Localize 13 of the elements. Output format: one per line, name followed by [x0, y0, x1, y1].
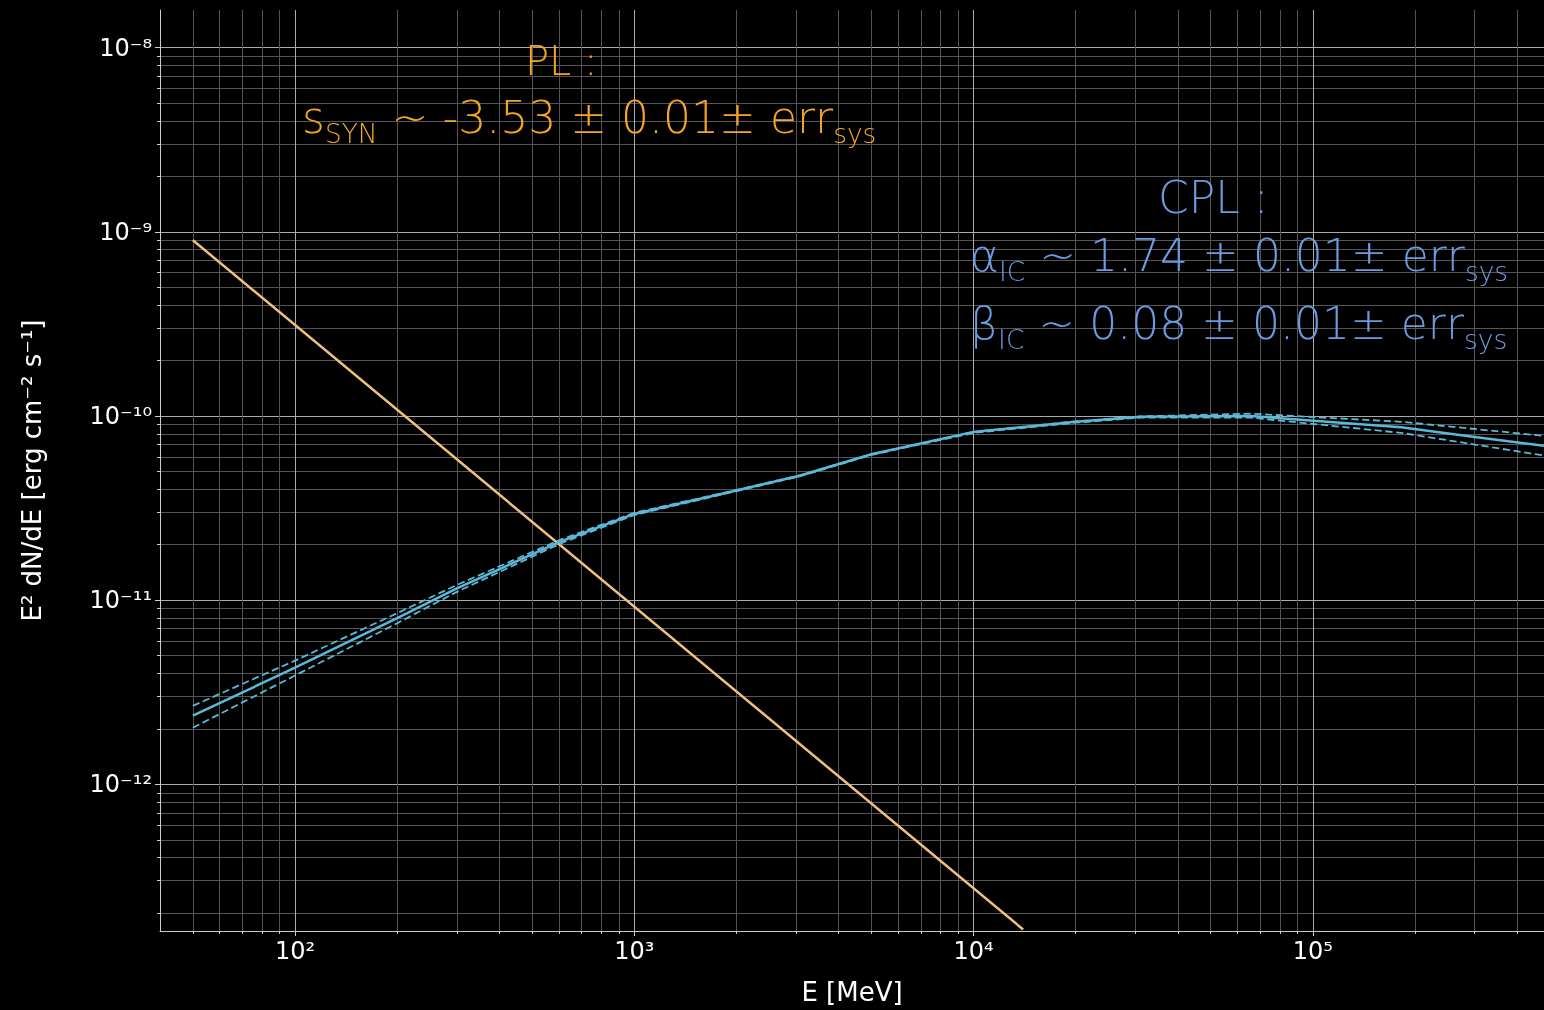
annotation: CPL : — [1158, 172, 1269, 223]
x-tick-label: 10⁵ — [1292, 937, 1333, 965]
x-tick-label: 10⁴ — [953, 937, 994, 965]
y-tick-label: 10⁻⁹ — [99, 217, 152, 246]
y-tick-label: 10⁻¹² — [89, 770, 152, 799]
y-tick-label: 10⁻⁸ — [99, 33, 152, 62]
y-tick-label: 10⁻¹¹ — [89, 586, 152, 615]
y-axis-title: E² dN/dE [erg cm⁻² s⁻¹] — [17, 319, 47, 622]
x-axis-title: E [MeV] — [801, 977, 903, 1007]
annotation: PL : — [525, 38, 598, 84]
x-tick-label: 10² — [274, 937, 316, 965]
x-tick-label: 10³ — [614, 937, 655, 965]
y-tick-label: 10⁻¹⁰ — [89, 402, 152, 430]
